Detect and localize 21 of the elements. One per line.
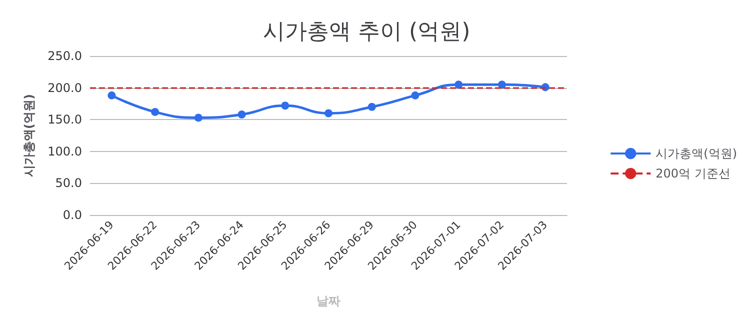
y-axis-title: 시가총액(억원) (22, 94, 36, 177)
point (498, 80, 506, 89)
y-tick-label: 0.0 (62, 208, 82, 222)
point (411, 91, 420, 100)
point (108, 91, 116, 100)
point (324, 109, 332, 118)
y-tick-label: 50.0 (55, 176, 82, 190)
point (238, 110, 246, 119)
y-tick-label: 150.0 (48, 112, 82, 127)
x-axis-title: 날짜 (316, 294, 340, 308)
point (151, 108, 160, 116)
y-tick-label: 250.0 (48, 49, 82, 63)
point (194, 114, 202, 122)
point (281, 102, 290, 110)
legend-label: 시가총액(억원) (656, 146, 738, 160)
chart-title: 시가총액 추이 (억원) (263, 20, 470, 44)
y-tick-label: 100.0 (48, 144, 82, 158)
legend-label: 200억 기준선 (656, 166, 730, 180)
y-tick-label: 200.0 (48, 80, 82, 95)
point (454, 80, 463, 89)
point (368, 102, 376, 111)
